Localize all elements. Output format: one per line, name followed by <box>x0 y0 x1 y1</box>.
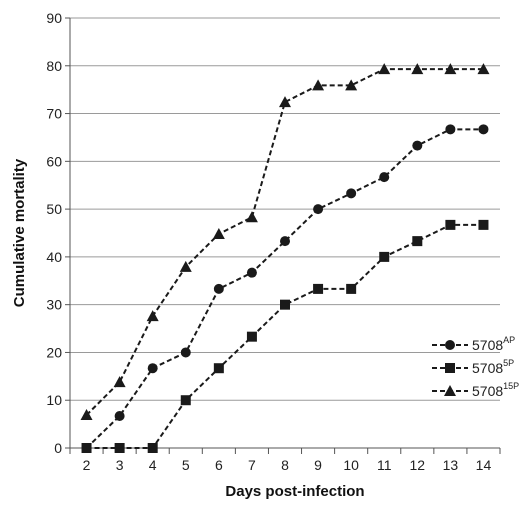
y-axis-title: Cumulative mortality <box>11 158 28 307</box>
legend: 5708AP 57085P 570815P <box>432 335 519 399</box>
axes <box>65 17 501 454</box>
x-tick-label: 11 <box>377 457 392 473</box>
x-tick-labels: 2 3 4 5 6 7 8 9 10 11 12 13 14 <box>83 457 492 473</box>
x-tick-label: 3 <box>116 457 124 473</box>
data-point-circle <box>147 363 158 374</box>
data-point-square <box>246 331 257 342</box>
legend-marker-triangle <box>444 385 456 396</box>
data-point-triangle <box>245 211 258 223</box>
data-point-triangle <box>212 227 225 239</box>
x-axis-title: Days post-infection <box>225 483 364 500</box>
data-point-square <box>313 283 324 294</box>
y-tick-label: 40 <box>46 249 62 265</box>
y-tick-labels: 0 10 20 30 40 50 60 70 80 90 <box>46 10 62 456</box>
y-tick-label: 0 <box>54 440 62 456</box>
data-point-circle <box>379 172 390 183</box>
x-tick-label: 2 <box>83 457 91 473</box>
x-tick-label: 5 <box>182 457 190 473</box>
x-tick-label: 7 <box>248 457 256 473</box>
data-point-triangle <box>312 79 325 91</box>
x-tick-label: 6 <box>215 457 223 473</box>
data-point-square <box>81 443 92 453</box>
data-point-triangle <box>146 310 159 322</box>
x-tick-label: 4 <box>149 457 157 473</box>
data-point-square <box>445 219 456 230</box>
data-point-circle <box>180 347 191 358</box>
data-point-square <box>147 443 158 453</box>
data-point-circle <box>478 124 489 135</box>
series-line-square <box>86 223 484 449</box>
legend-label-superscript: 5P <box>503 358 514 368</box>
data-point-circle <box>246 267 257 278</box>
data-point-circle <box>346 188 357 199</box>
data-point-triangle <box>113 376 126 388</box>
gridlines <box>70 17 500 401</box>
y-tick-label: 10 <box>46 392 62 408</box>
data-point-square <box>114 443 125 453</box>
data-point-circle <box>213 283 224 294</box>
x-tick-label: 10 <box>343 457 359 473</box>
y-tick-label: 30 <box>46 297 62 313</box>
data-point-square <box>379 251 390 262</box>
data-point-triangle <box>444 63 457 75</box>
data-point-square <box>412 236 423 247</box>
x-tick-label: 8 <box>281 457 289 473</box>
data-point-circle <box>412 140 423 151</box>
data-point-circle <box>313 204 324 215</box>
x-tick-label: 9 <box>314 457 322 473</box>
data-point-triangle <box>345 79 358 91</box>
data-point-triangle <box>477 63 490 75</box>
y-tick-label: 90 <box>46 10 62 26</box>
series-markers <box>80 63 490 453</box>
legend-marker-circle <box>445 340 455 350</box>
legend-marker-square <box>445 363 455 373</box>
data-point-circle <box>280 236 290 247</box>
data-point-triangle <box>279 96 291 108</box>
data-point-triangle <box>80 409 93 421</box>
data-point-square <box>213 363 224 374</box>
legend-label: 5708AP <box>472 335 515 353</box>
y-tick-label: 70 <box>46 106 62 122</box>
series-lines <box>85 68 484 449</box>
data-point-circle <box>445 124 456 135</box>
data-point-triangle <box>179 260 192 272</box>
y-tick-label: 20 <box>46 344 62 360</box>
legend-label-superscript: 15P <box>503 381 519 391</box>
legend-label-superscript: AP <box>503 335 515 345</box>
y-tick-label: 80 <box>46 58 62 74</box>
data-point-circle <box>114 410 125 421</box>
x-tick-label: 14 <box>476 457 492 473</box>
y-tick-label: 60 <box>46 153 62 169</box>
data-point-square <box>478 219 489 230</box>
y-tick-label: 50 <box>46 201 62 217</box>
data-point-square <box>346 283 357 294</box>
data-point-triangle <box>411 63 424 75</box>
x-tick-label: 12 <box>410 457 426 473</box>
data-point-square <box>280 299 290 310</box>
data-point-square <box>180 395 191 406</box>
legend-label: 570815P <box>472 381 519 399</box>
data-point-triangle <box>378 63 391 75</box>
x-tick-label: 13 <box>443 457 459 473</box>
legend-label: 57085P <box>472 358 514 376</box>
